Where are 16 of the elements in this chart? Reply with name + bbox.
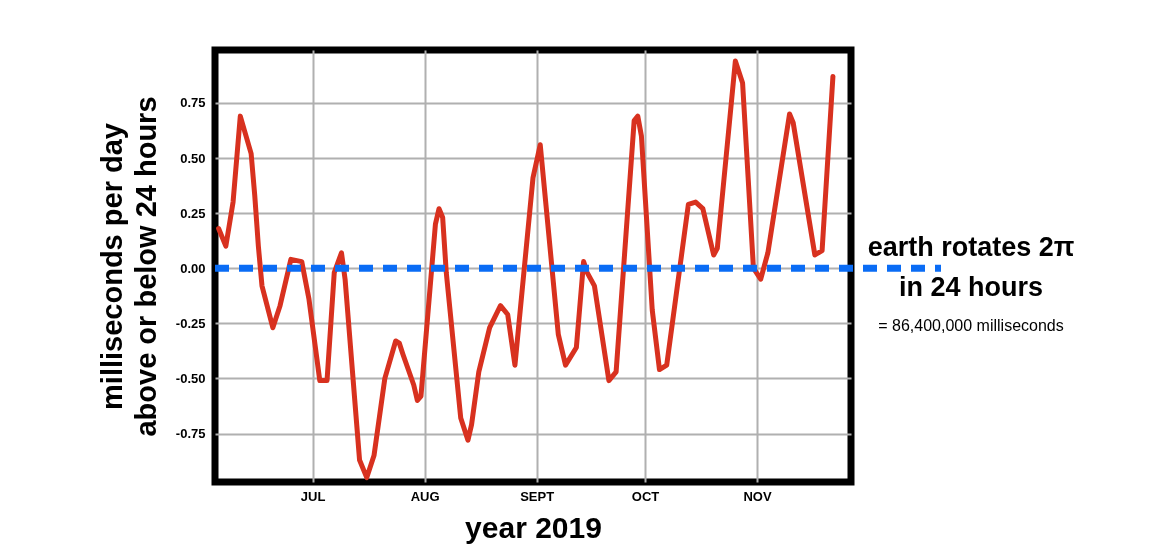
y-tick-label: 0.75 (180, 95, 206, 111)
text: = 86,400,000 milliseconds (878, 317, 1064, 335)
y-tick-label: 0.25 (180, 205, 206, 221)
y-tick-label: 0.50 (180, 150, 206, 166)
y-tick-label: 0.00 (180, 260, 206, 276)
y-axis-title: milliseconds per day above or below 24 hours (95, 96, 162, 437)
y-tick-label: -0.50 (175, 370, 206, 386)
y-tick-label: -0.75 (175, 426, 206, 442)
x-tick-label: NOV (743, 488, 772, 504)
x-tick-label: JUL (300, 488, 326, 504)
x-tick-label: AUG (410, 488, 440, 504)
x-tick-label: SEPT (520, 488, 555, 504)
x-tick-label: OCT (631, 488, 660, 504)
ref-line-label: earth rotates 2π in 24 hours (867, 232, 1075, 303)
y-tick-label: -0.25 (175, 315, 206, 331)
x-axis-title: year 2019 (465, 510, 602, 544)
